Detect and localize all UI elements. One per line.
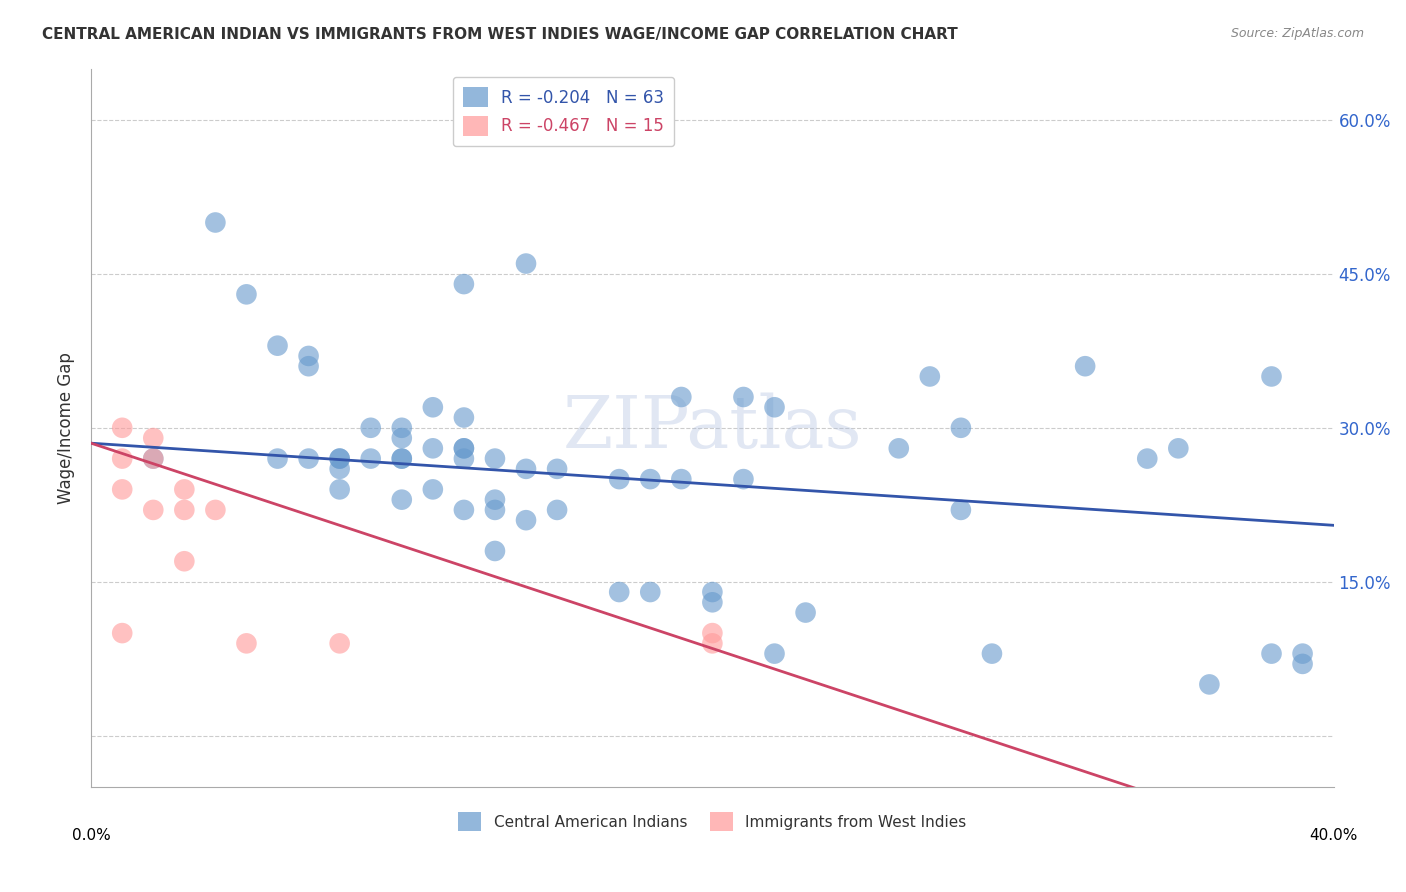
- Point: [607, 472, 630, 486]
- Point: [329, 451, 352, 466]
- Point: [733, 390, 755, 404]
- Point: [1136, 451, 1159, 466]
- Point: [453, 277, 475, 291]
- Point: [111, 626, 134, 640]
- Point: [297, 349, 319, 363]
- Point: [266, 339, 288, 353]
- Point: [918, 369, 941, 384]
- Point: [702, 595, 724, 609]
- Point: [1198, 677, 1220, 691]
- Point: [391, 492, 413, 507]
- Point: [949, 503, 972, 517]
- Y-axis label: Wage/Income Gap: Wage/Income Gap: [58, 351, 75, 504]
- Point: [329, 636, 352, 650]
- Point: [794, 606, 817, 620]
- Point: [453, 451, 475, 466]
- Point: [484, 544, 506, 558]
- Point: [484, 492, 506, 507]
- Point: [422, 442, 444, 456]
- Point: [638, 472, 661, 486]
- Point: [235, 636, 257, 650]
- Point: [981, 647, 1004, 661]
- Point: [391, 451, 413, 466]
- Point: [702, 585, 724, 599]
- Point: [111, 483, 134, 497]
- Point: [1260, 369, 1282, 384]
- Point: [1291, 647, 1313, 661]
- Point: [702, 626, 724, 640]
- Point: [391, 451, 413, 466]
- Text: 0.0%: 0.0%: [72, 828, 111, 843]
- Point: [546, 503, 568, 517]
- Point: [297, 359, 319, 374]
- Legend: Central American Indians, Immigrants from West Indies: Central American Indians, Immigrants fro…: [453, 806, 973, 837]
- Point: [142, 431, 165, 445]
- Point: [142, 503, 165, 517]
- Point: [453, 410, 475, 425]
- Point: [422, 483, 444, 497]
- Point: [297, 451, 319, 466]
- Point: [173, 483, 195, 497]
- Point: [484, 503, 506, 517]
- Point: [173, 503, 195, 517]
- Text: Source: ZipAtlas.com: Source: ZipAtlas.com: [1230, 27, 1364, 40]
- Point: [515, 256, 537, 270]
- Point: [453, 442, 475, 456]
- Point: [546, 462, 568, 476]
- Point: [360, 421, 382, 435]
- Point: [329, 451, 352, 466]
- Point: [702, 636, 724, 650]
- Point: [638, 585, 661, 599]
- Point: [422, 401, 444, 415]
- Point: [111, 421, 134, 435]
- Point: [1291, 657, 1313, 671]
- Point: [1074, 359, 1097, 374]
- Point: [360, 451, 382, 466]
- Point: [1260, 647, 1282, 661]
- Text: CENTRAL AMERICAN INDIAN VS IMMIGRANTS FROM WEST INDIES WAGE/INCOME GAP CORRELATI: CENTRAL AMERICAN INDIAN VS IMMIGRANTS FR…: [42, 27, 957, 42]
- Point: [733, 472, 755, 486]
- Point: [1167, 442, 1189, 456]
- Point: [763, 647, 786, 661]
- Point: [204, 215, 226, 229]
- Point: [142, 451, 165, 466]
- Point: [329, 483, 352, 497]
- Point: [453, 503, 475, 517]
- Point: [671, 472, 693, 486]
- Point: [329, 462, 352, 476]
- Text: ZIPatlas: ZIPatlas: [562, 392, 862, 463]
- Point: [142, 451, 165, 466]
- Point: [515, 513, 537, 527]
- Point: [204, 503, 226, 517]
- Point: [173, 554, 195, 568]
- Point: [949, 421, 972, 435]
- Point: [235, 287, 257, 301]
- Point: [607, 585, 630, 599]
- Point: [763, 401, 786, 415]
- Point: [515, 462, 537, 476]
- Point: [484, 451, 506, 466]
- Point: [887, 442, 910, 456]
- Point: [453, 442, 475, 456]
- Point: [391, 421, 413, 435]
- Point: [266, 451, 288, 466]
- Text: 40.0%: 40.0%: [1309, 828, 1358, 843]
- Point: [391, 431, 413, 445]
- Point: [111, 451, 134, 466]
- Point: [671, 390, 693, 404]
